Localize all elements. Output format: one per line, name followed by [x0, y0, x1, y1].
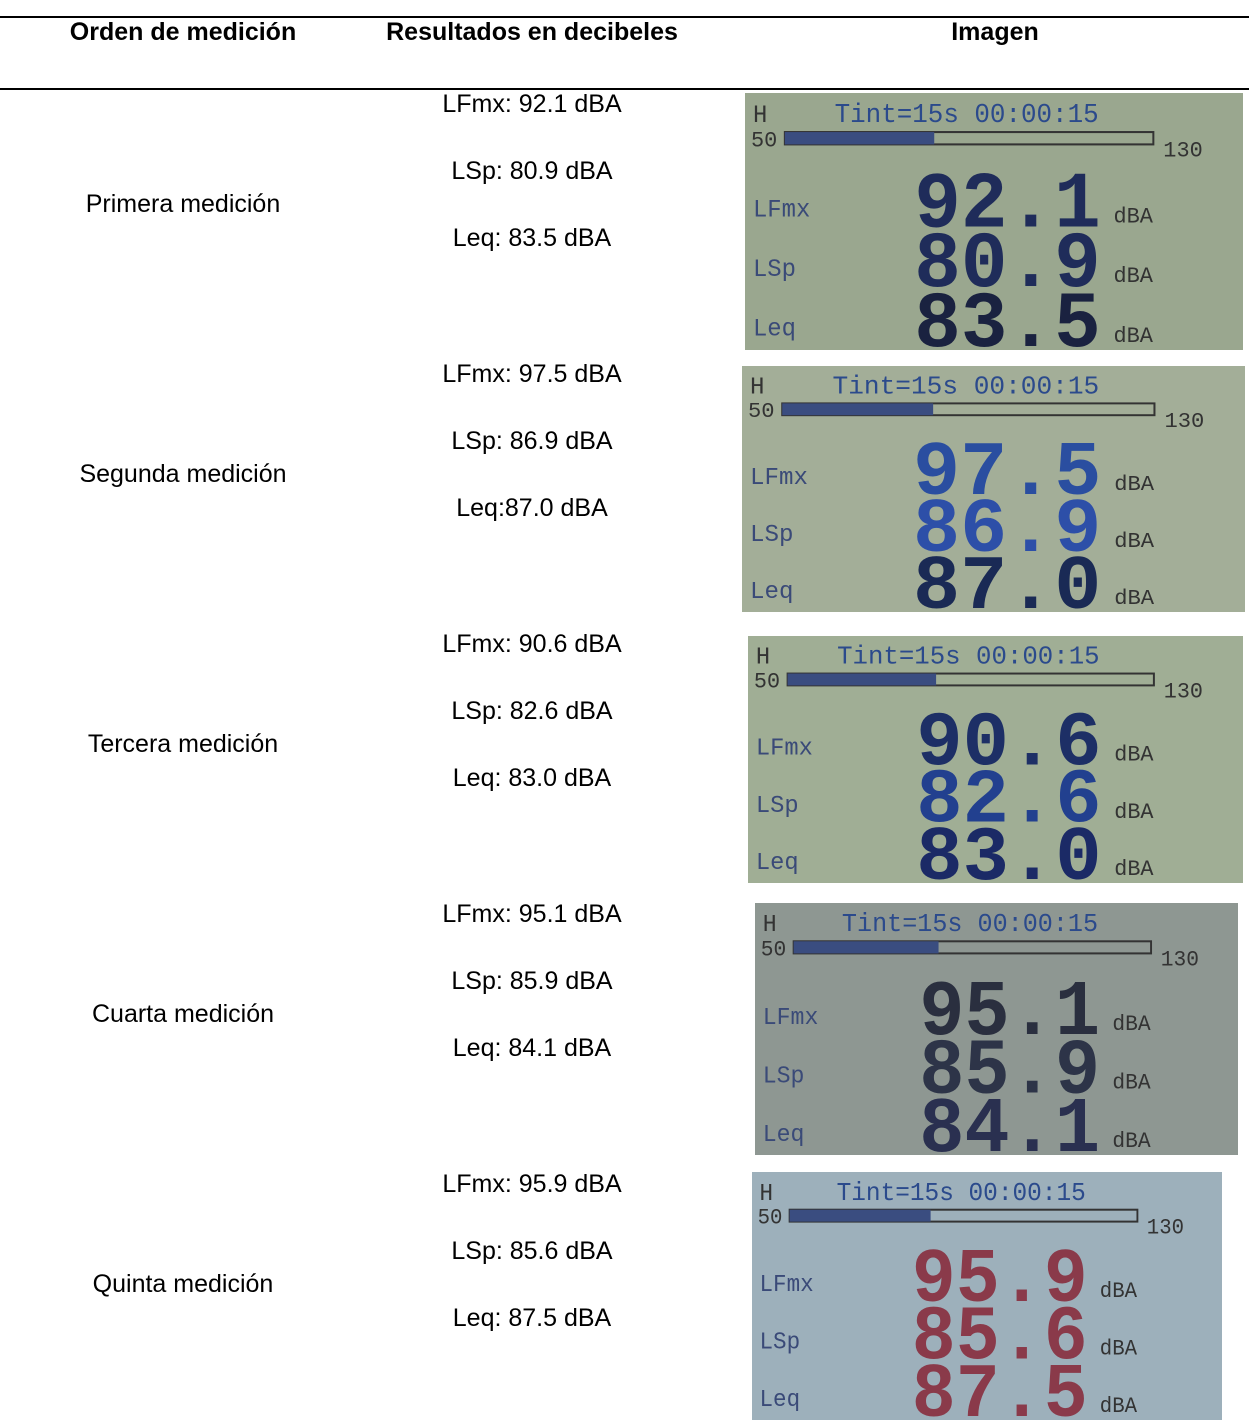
lcd-unit: dBA: [1114, 800, 1154, 825]
result-text: Leq: 84.1 dBA: [352, 1034, 712, 1063]
lcd-reading: 87.5: [912, 1351, 1088, 1420]
result-text: Leq: 87.5 dBA: [352, 1304, 712, 1333]
header-cell: Imagen: [745, 18, 1245, 47]
lcd-mode: H: [756, 645, 770, 672]
row-label: Tercera medición: [20, 730, 346, 759]
lcd-label: LFmx: [756, 736, 813, 763]
lcd-label: LFmx: [760, 1272, 814, 1299]
lcd-scale-max: 130: [1147, 1216, 1184, 1241]
lcd-label: Leq: [760, 1387, 801, 1414]
lcd-unit: dBA: [1114, 743, 1154, 768]
lcd-scale-max: 130: [1165, 409, 1205, 434]
page: Orden de medición Resultados en decibele…: [0, 0, 1249, 1425]
lcd-unit: dBA: [1114, 263, 1154, 289]
lcd-scale-max: 130: [1163, 137, 1202, 163]
lcd-bar-fill: [788, 674, 937, 686]
header-cell: Resultados en decibeles: [352, 18, 712, 47]
lcd-label: LFmx: [753, 197, 810, 224]
lcd-label: Leq: [756, 850, 799, 877]
result-text: LSp: 82.6 dBA: [352, 697, 712, 726]
result-text: LFmx: 97.5 dBA: [352, 360, 712, 389]
lcd-header: Tint=15s 00:00:15: [842, 910, 1098, 940]
lcd-label: Leq: [763, 1121, 805, 1149]
lcd-mode: H: [753, 102, 767, 129]
lcd-label: LFmx: [763, 1005, 819, 1033]
lcd-label: Leq: [753, 316, 796, 343]
lcd-header: Tint=15s 00:00:15: [835, 99, 1099, 129]
lcd-label: LSp: [750, 522, 793, 549]
lcd-label: Leq: [750, 579, 793, 606]
lcd-scale-min: 50: [751, 127, 777, 153]
lcd-label: LFmx: [750, 465, 808, 492]
row-label: Cuarta medición: [20, 1000, 346, 1029]
lcd-bar-fill: [794, 941, 939, 953]
lcd-unit: dBA: [1112, 1129, 1151, 1155]
lcd-header: Tint=15s 00:00:15: [833, 372, 1100, 402]
lcd-reading: 84.1: [919, 1087, 1100, 1155]
header-cell: Orden de medición: [20, 18, 346, 47]
lcd-header: Tint=15s 00:00:15: [837, 1178, 1086, 1208]
lcd-header: Tint=15s 00:00:15: [837, 643, 1099, 672]
lcd-mode: H: [763, 912, 777, 940]
lcd-label: LSp: [753, 257, 796, 284]
result-text: LFmx: 95.1 dBA: [352, 900, 712, 929]
lcd-unit: dBA: [1112, 1070, 1151, 1096]
result-text: LFmx: 92.1 dBA: [352, 90, 712, 119]
lcd-scale-min: 50: [761, 937, 787, 963]
lcd-unit: dBA: [1112, 1012, 1151, 1038]
lcd-bar-fill: [782, 403, 933, 415]
lcd-unit: dBA: [1114, 203, 1154, 229]
lcd-unit: dBA: [1114, 529, 1155, 554]
lcd-unit: dBA: [1100, 1280, 1137, 1305]
lcd-reading: 87.0: [913, 545, 1101, 612]
result-text: LSp: 86.9 dBA: [352, 427, 712, 456]
row-label: Primera medición: [20, 190, 346, 219]
lcd-bar-fill: [790, 1210, 931, 1222]
lcd-unit: dBA: [1114, 586, 1155, 611]
lcd-mode: H: [760, 1180, 774, 1207]
result-text: LFmx: 90.6 dBA: [352, 630, 712, 659]
result-text: Leq: 83.0 dBA: [352, 764, 712, 793]
result-text: Leq:87.0 dBA: [352, 494, 712, 523]
lcd-unit: dBA: [1114, 857, 1154, 882]
result-text: Leq: 83.5 dBA: [352, 224, 712, 253]
result-text: LFmx: 95.9 dBA: [352, 1170, 712, 1199]
result-text: LSp: 80.9 dBA: [352, 157, 712, 186]
lcd-bar-fill: [785, 132, 934, 144]
result-text: LSp: 85.6 dBA: [352, 1237, 712, 1266]
lcd-reading: 83.5: [914, 279, 1100, 350]
lcd-mode: H: [750, 375, 764, 402]
lcd-label: LSp: [760, 1329, 801, 1356]
lcd-label: LSp: [756, 793, 799, 820]
lcd-scale-min: 50: [748, 399, 775, 424]
lcd-unit: dBA: [1100, 1395, 1137, 1420]
lcd-unit: dBA: [1114, 472, 1155, 497]
lcd-unit: dBA: [1100, 1337, 1137, 1362]
lcd-scale-min: 50: [754, 669, 780, 694]
lcd-scale-max: 130: [1161, 947, 1199, 973]
row-label: Segunda medición: [20, 460, 346, 489]
result-text: LSp: 85.9 dBA: [352, 967, 712, 996]
lcd-scale-min: 50: [758, 1206, 783, 1231]
lcd-unit: dBA: [1114, 322, 1154, 348]
lcd-label: LSp: [763, 1063, 805, 1091]
row-label: Quinta medición: [20, 1270, 346, 1299]
lcd-scale-max: 130: [1164, 679, 1203, 704]
lcd-reading: 83.0: [916, 816, 1101, 883]
